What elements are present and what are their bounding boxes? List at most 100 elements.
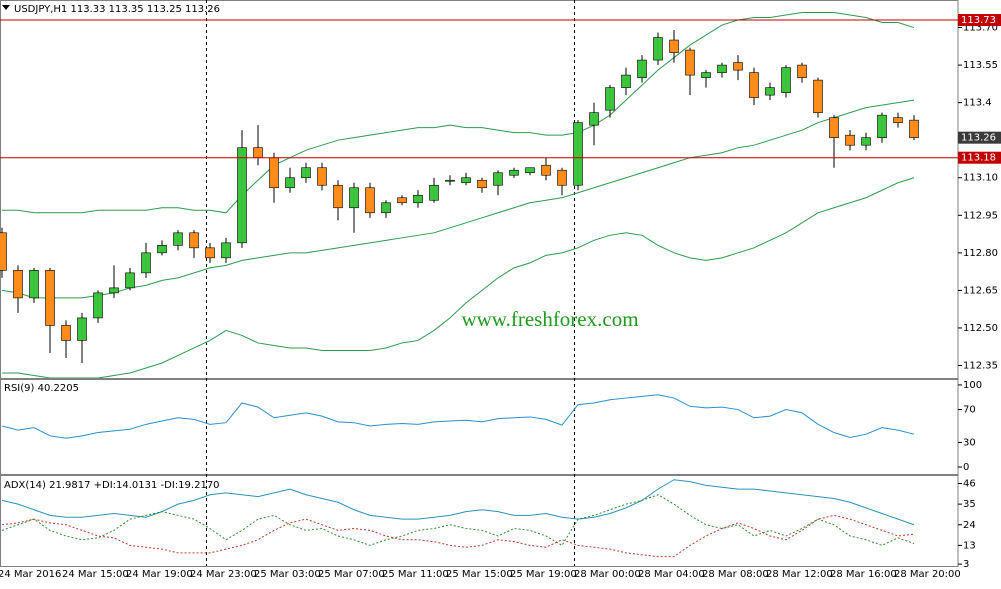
candle-body [877, 114, 887, 138]
candle-body [397, 197, 407, 204]
candle-body [813, 79, 823, 113]
y-tick-label: 35 [963, 499, 976, 510]
candle-body [701, 72, 711, 78]
main-panel [0, 0, 959, 379]
x-tick-label: 25 Mar 07:00 [318, 569, 385, 580]
candle-body [909, 119, 919, 138]
candle-body [317, 167, 327, 186]
y-tick-label: 24 [963, 520, 976, 531]
y-tick-label: 46 [963, 479, 976, 490]
y-tick-label: 113.70 [963, 23, 998, 34]
y-tick-label: 3 [963, 559, 969, 570]
candle-body [893, 117, 903, 123]
candle-body [61, 325, 71, 341]
candle-body [253, 147, 263, 159]
y-tick-label: 112.65 [963, 285, 998, 296]
x-tick-label: 28 Mar 08:00 [702, 569, 769, 580]
indicator-line [1, 99, 915, 299]
x-tick-label: 25 Mar 11:00 [382, 569, 449, 580]
candle-body [717, 64, 727, 73]
y-tick-label: 70 [963, 405, 976, 416]
candle-body [413, 194, 423, 204]
x-tick-label: 25 Mar 19:00 [510, 569, 577, 580]
candle-body [349, 187, 359, 209]
watermark: www.freshforex.com [461, 307, 638, 331]
candle-body [573, 122, 583, 186]
x-tick-label: 28 Mar 12:00 [766, 569, 833, 580]
rsi-title: RSI(9) 40.2205 [4, 383, 79, 394]
chart-title: USDJPY,H1 113.33 113.35 113.25 113.26 [14, 4, 220, 15]
y-tick-label: 112.50 [963, 323, 998, 334]
candle-body [157, 245, 167, 254]
y-tick-label: 0 [963, 462, 969, 473]
y-tick-label: 113.55 [963, 60, 998, 71]
y-tick-label: 100 [963, 380, 982, 391]
candle-body [109, 287, 119, 294]
x-tick-label: 25 Mar 15:00 [446, 569, 513, 580]
indicator-line [1, 494, 915, 547]
adx-title: ADX(14) 21.9817 +DI:14.0131 -DI:19.2170 [4, 480, 220, 491]
x-tick-label: 28 Mar 16:00 [830, 569, 897, 580]
candle-body [365, 187, 375, 214]
y-tick-label: 13 [963, 540, 976, 551]
candle-body [269, 157, 279, 189]
candle-body [605, 87, 615, 111]
candle-body [45, 270, 55, 326]
indicator-line [2, 12, 915, 214]
candle-body [797, 64, 807, 78]
candle-body [861, 137, 871, 146]
candle-body [557, 169, 567, 186]
candle-body [125, 272, 135, 289]
candle-body [333, 184, 343, 209]
indicator-line [1, 479, 915, 526]
y-tick-label: 30 [963, 437, 976, 448]
x-tick-label: 28 Mar 04:00 [638, 569, 705, 580]
candle-body [525, 167, 535, 174]
x-tick-label: 24 Mar 15:00 [62, 569, 129, 580]
candle-body [749, 72, 759, 98]
price-label: 113.18 [961, 153, 996, 164]
candle-body [845, 134, 855, 146]
candle-body [781, 67, 791, 93]
candle-body [733, 62, 743, 71]
candle-body [477, 179, 487, 189]
candle-body [637, 59, 647, 78]
last-price-label: 113.26 [961, 133, 996, 144]
menu-icon[interactable] [2, 5, 10, 10]
candle-body [589, 112, 599, 126]
indicator-line [1, 394, 915, 439]
indicator-line [2, 177, 915, 378]
candle-body [669, 39, 679, 53]
candle-body [461, 177, 471, 184]
candle-body [93, 292, 103, 319]
candle-body [77, 317, 87, 341]
x-tick-label: 24 Mar 19:00 [126, 569, 193, 580]
x-tick-label: 28 Mar 00:00 [574, 569, 641, 580]
price-label: 113.73 [961, 15, 996, 26]
candle-body [173, 232, 183, 246]
x-tick-label: 28 Mar 20:00 [894, 569, 961, 580]
candle-body [541, 164, 551, 176]
candle-body [29, 270, 39, 299]
indicator-line [1, 514, 915, 558]
candle-body [141, 252, 151, 274]
candle-body [653, 37, 663, 61]
candle-body [301, 167, 311, 179]
candle-body [381, 202, 391, 214]
candle-body [285, 177, 295, 189]
y-tick-label: 112.80 [963, 248, 998, 259]
candle-body [0, 232, 7, 271]
candle-body [445, 179, 455, 182]
candle-body [429, 184, 439, 201]
candle-body [621, 74, 631, 88]
candle-body [205, 247, 215, 259]
adx-panel [0, 475, 959, 567]
y-tick-label: 113.10 [963, 173, 998, 184]
candle-body [685, 49, 695, 76]
price-label-box [958, 151, 1001, 164]
candle-body [189, 232, 199, 249]
x-tick-label: 25 Mar 03:00 [254, 569, 321, 580]
plot-area [0, 12, 919, 378]
candle-body [221, 242, 231, 259]
